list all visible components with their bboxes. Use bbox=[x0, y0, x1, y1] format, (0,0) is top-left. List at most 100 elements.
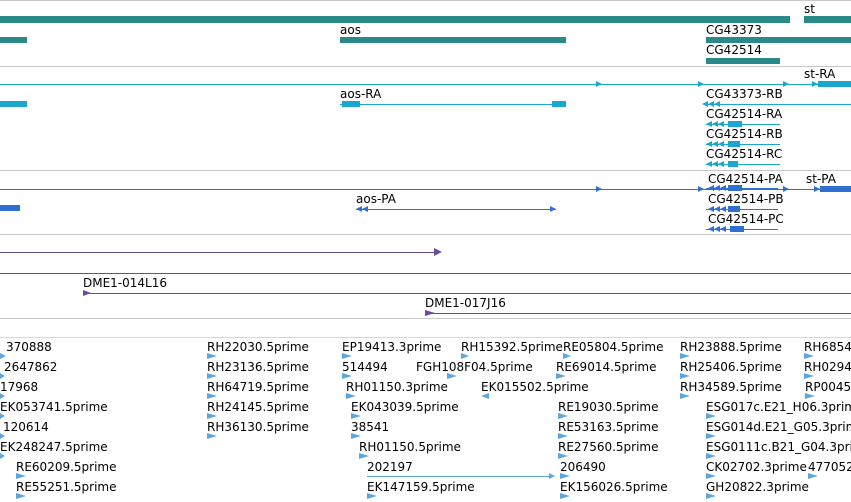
est-label: 17968 bbox=[0, 380, 39, 394]
est-label: EP19413.3prime bbox=[342, 340, 442, 354]
est-label: ESG0111c.B21_G04.3prime bbox=[706, 440, 851, 454]
gene-feature-left[interactable] bbox=[0, 37, 27, 43]
est-label: GH20822.3prime bbox=[706, 480, 809, 494]
transcript-intron-aos-ra bbox=[340, 104, 566, 105]
est-label: RH6854 bbox=[804, 340, 851, 354]
clone-label-dme1-017j16: DME1-017J16 bbox=[425, 296, 506, 310]
clone-markers bbox=[83, 248, 442, 316]
protein-intron-line bbox=[0, 189, 851, 190]
est-label: EK248247.5prime bbox=[0, 440, 108, 454]
transcript-intron-line bbox=[0, 84, 851, 85]
transcript-exon-st-ra[interactable] bbox=[818, 81, 851, 87]
est-label: EK147159.5prime bbox=[367, 480, 475, 494]
est-label: CK02702.3prime bbox=[706, 460, 807, 474]
est-label: RH24145.5prime bbox=[207, 400, 309, 414]
clone-line-dme1-014l16[interactable] bbox=[83, 293, 851, 294]
est-label: RH25406.5prime bbox=[680, 360, 782, 374]
protein-exon-cg42514-pb[interactable] bbox=[728, 206, 740, 212]
transcript-exon-cg42514-ra[interactable] bbox=[728, 121, 742, 127]
transcript-intron-cg43373-rb bbox=[706, 104, 851, 105]
est-label: 2647862 bbox=[4, 360, 58, 374]
est-label: EK043039.5prime bbox=[351, 400, 459, 414]
protein-label-aos-pa: aos-PA bbox=[356, 192, 396, 206]
protein-exon-st-pa[interactable] bbox=[820, 186, 851, 192]
protein-exon-left[interactable] bbox=[0, 205, 20, 211]
est-label: EK015502.5prime bbox=[481, 380, 589, 394]
protein-label-cg42514-pa: CG42514-PA bbox=[708, 172, 783, 186]
protein-label-st-pa: st-PA bbox=[806, 172, 836, 186]
transcript-intron-cg42514-rc bbox=[706, 164, 780, 165]
est-label: RE27560.5prime bbox=[558, 440, 659, 454]
gene-feature-cg43373[interactable] bbox=[706, 37, 851, 43]
gene-label-aos: aos bbox=[340, 23, 361, 37]
clone-line-1 bbox=[0, 252, 438, 253]
track-divider bbox=[0, 170, 851, 171]
track-divider bbox=[0, 337, 851, 338]
est-label: RH01150.3prime bbox=[346, 380, 448, 394]
est-label: ESG014d.E21_G05.3prime bbox=[706, 420, 851, 434]
est-label: 202197 bbox=[367, 460, 413, 474]
transcript-exon-cg42514-rb[interactable] bbox=[728, 141, 740, 147]
transcript-label-aos-ra: aos-RA bbox=[340, 87, 382, 101]
protein-intron-aos-pa bbox=[356, 209, 556, 210]
gene-label-cg42514: CG42514 bbox=[706, 43, 762, 57]
clone-line-dme1-017j16[interactable] bbox=[425, 313, 851, 314]
est-label: RH22030.5prime bbox=[207, 340, 309, 354]
track-divider bbox=[0, 234, 851, 235]
transcript-intron-cg42514-ra bbox=[706, 124, 780, 125]
est-label: RH23136.5prime bbox=[207, 360, 309, 374]
protein-label-cg42514-pb: CG42514-PB bbox=[708, 192, 784, 206]
gene-feature-aos[interactable] bbox=[340, 37, 566, 43]
track-divider bbox=[0, 318, 851, 319]
protein-exon-cg42514-pc[interactable] bbox=[730, 226, 744, 232]
est-label: EK156026.5prime bbox=[560, 480, 668, 494]
transcript-exon-cg42514-rc[interactable] bbox=[728, 161, 738, 167]
transcript-exon-aos-ra-2[interactable] bbox=[552, 101, 566, 107]
transcript-exon-left[interactable] bbox=[0, 101, 27, 107]
est-connector-line bbox=[367, 476, 549, 477]
est-label: 38541 bbox=[351, 420, 390, 434]
est-label: RH36130.5prime bbox=[207, 420, 309, 434]
transcript-exon-aos-ra-1[interactable] bbox=[342, 101, 360, 107]
strand-arrows-transcript bbox=[596, 81, 818, 167]
est-label: RE19030.5prime bbox=[558, 400, 659, 414]
transcript-label-cg43373-rb: CG43373-RB bbox=[706, 87, 783, 101]
transcript-label-cg42514-rc: CG42514-RC bbox=[706, 147, 783, 161]
track-divider bbox=[0, 0, 851, 1]
transcript-intron-cg42514-rb bbox=[706, 144, 780, 145]
est-label: 477052 bbox=[808, 460, 851, 474]
protein-exon-cg42514-pa[interactable] bbox=[728, 185, 742, 191]
est-label: RE69014.5prime bbox=[556, 360, 657, 374]
est-label: RE60209.5prime bbox=[16, 460, 117, 474]
clone-line-2 bbox=[0, 273, 851, 274]
est-label: RH64719.5prime bbox=[207, 380, 309, 394]
est-label: RP0045 bbox=[805, 380, 851, 394]
est-label: FGH108F04.5prime bbox=[416, 360, 533, 374]
protein-intron-cg42514-pa bbox=[706, 188, 778, 189]
est-label: RH01150.5prime bbox=[359, 440, 461, 454]
est-label: RH15392.5prime bbox=[461, 340, 563, 354]
gene-feature-cg42514[interactable] bbox=[706, 58, 780, 64]
gene-label-cg43373: CG43373 bbox=[706, 23, 762, 37]
est-label: 370888 bbox=[6, 340, 52, 354]
clone-label-dme1-014l16: DME1-014L16 bbox=[83, 276, 167, 290]
strand-arrows-protein bbox=[356, 185, 820, 232]
protein-intron-cg42514-pb bbox=[706, 209, 778, 210]
transcript-label-cg42514-rb: CG42514-RB bbox=[706, 127, 783, 141]
protein-label-cg42514-pc: CG42514-PC bbox=[708, 212, 784, 226]
est-label: 120614 bbox=[3, 420, 49, 434]
est-label: RE55251.5prime bbox=[16, 480, 117, 494]
gene-label-st: st bbox=[804, 2, 815, 16]
est-label: RH0294 bbox=[804, 360, 851, 374]
gene-feature-top-span[interactable] bbox=[0, 16, 790, 23]
gene-feature-st[interactable] bbox=[804, 16, 851, 23]
est-label: RH23888.5prime bbox=[680, 340, 782, 354]
est-label: ESG017c.E21_H06.3prime bbox=[706, 400, 851, 414]
est-label: RE05804.5prime bbox=[563, 340, 664, 354]
est-label: 206490 bbox=[560, 460, 606, 474]
est-label: RH34589.5prime bbox=[680, 380, 782, 394]
est-label: EK053741.5prime bbox=[0, 400, 108, 414]
track-divider bbox=[0, 66, 851, 67]
